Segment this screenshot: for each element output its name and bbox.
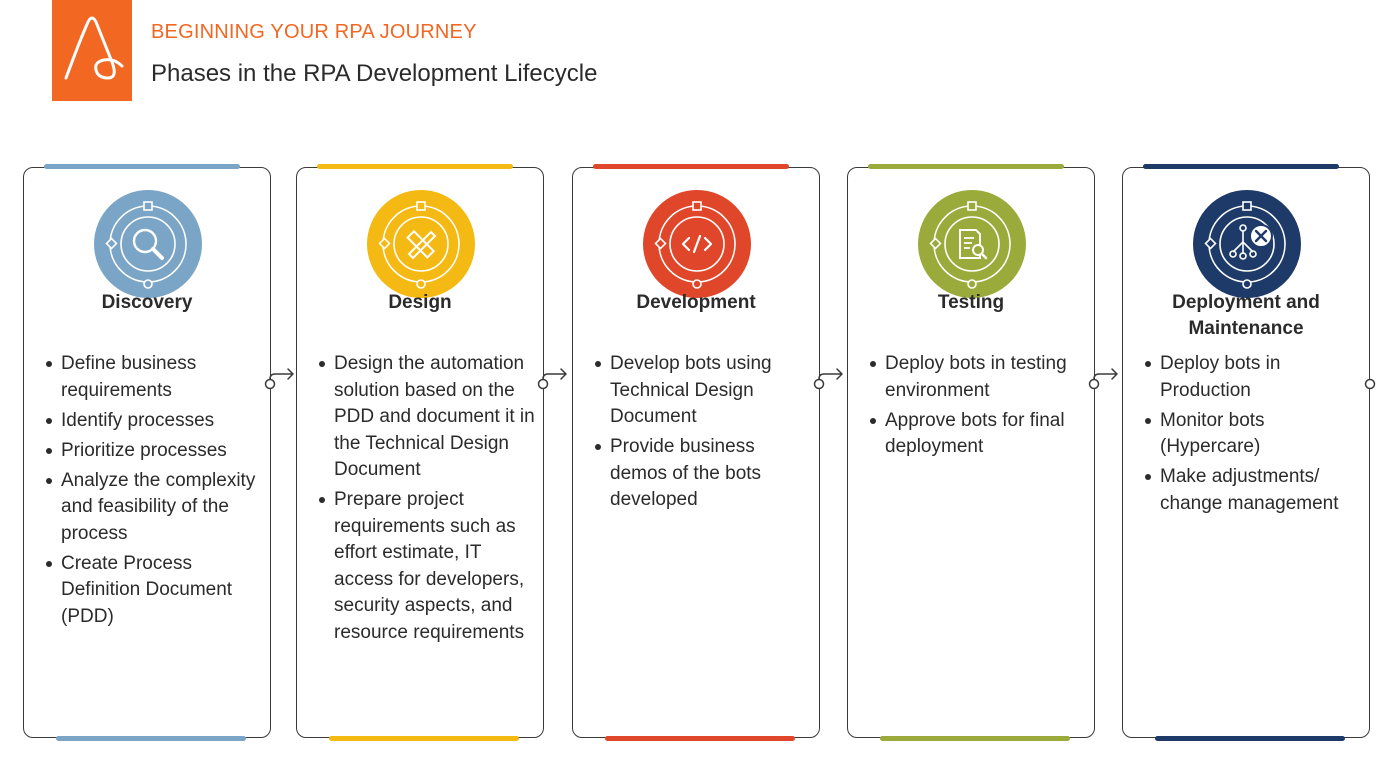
phase-badge <box>367 190 475 298</box>
document-search-icon <box>929 201 1011 289</box>
accent-bar-top <box>868 164 1064 169</box>
accent-bar-bottom <box>329 736 519 741</box>
connector-arrow <box>264 368 294 390</box>
phase-title: Testing <box>937 292 1005 313</box>
phase-card-discovery: Discovery Define business requirements I… <box>23 164 271 741</box>
phase-title: Development <box>636 292 756 313</box>
list-item: Provide business demos of the bots devel… <box>593 434 811 514</box>
accent-bar-top <box>317 164 513 169</box>
pencil-ruler-icon <box>378 201 460 289</box>
list-item: Monitor bots (Hypercare) <box>1143 408 1361 461</box>
phase-badge <box>1193 190 1301 298</box>
list-item: Approve bots for final deployment <box>868 408 1086 461</box>
a-logo-icon <box>64 16 124 80</box>
connector-arrow <box>813 368 843 390</box>
code-icon <box>654 201 736 289</box>
phase-card-deployment: Deployment and Maintenance Deploy bots i… <box>1122 164 1370 741</box>
accent-bar-bottom <box>56 736 246 741</box>
phase-title: Deployment and Maintenance <box>1172 292 1320 339</box>
list-item: Deploy bots in Production <box>1143 351 1361 404</box>
phase-item-list: Define business requirements Identify pr… <box>44 351 262 634</box>
phase-item-list: Deploy bots in testing environment Appro… <box>868 351 1086 464</box>
phase-card-design: Design Design the automation solution ba… <box>296 164 544 741</box>
magnifier-icon <box>105 201 187 289</box>
phase-title: Discovery <box>101 292 193 313</box>
accent-bar-bottom <box>605 736 795 741</box>
list-item: Design the automation solution based on … <box>317 351 535 484</box>
accent-bar-bottom <box>1155 736 1345 741</box>
list-item: Define business requirements <box>44 351 262 404</box>
phase-card-development: Development Develop bots using Technical… <box>572 164 820 741</box>
list-item: Identify processes <box>44 408 262 435</box>
tools-network-icon <box>1204 201 1286 289</box>
phase-title: Design <box>388 292 452 313</box>
phase-badge <box>94 190 202 298</box>
connector-arrow <box>1088 368 1118 390</box>
list-item: Prepare project requirements such as eff… <box>317 487 535 646</box>
phase-item-list: Develop bots using Technical Design Docu… <box>593 351 811 517</box>
brand-logo <box>52 0 132 101</box>
connector-arrow <box>537 368 567 390</box>
connector-end-node <box>1364 378 1376 390</box>
list-item: Create Process Definition Document (PDD) <box>44 551 262 631</box>
list-item: Prioritize processes <box>44 438 262 465</box>
accent-bar-top <box>1143 164 1339 169</box>
phase-badge <box>643 190 751 298</box>
phase-card-testing: Testing Deploy bots in testing environme… <box>847 164 1095 741</box>
page-title: Phases in the RPA Development Lifecycle <box>151 60 598 87</box>
phase-item-list: Design the automation solution based on … <box>317 351 535 650</box>
list-item: Make adjustments/ change management <box>1143 464 1361 517</box>
list-item: Analyze the complexity and feasibility o… <box>44 468 262 548</box>
accent-bar-top <box>593 164 789 169</box>
list-item: Develop bots using Technical Design Docu… <box>593 351 811 431</box>
phase-badge <box>918 190 1026 298</box>
accent-bar-top <box>44 164 240 169</box>
phase-item-list: Deploy bots in Production Monitor bots (… <box>1143 351 1361 521</box>
accent-bar-bottom <box>880 736 1070 741</box>
list-item: Deploy bots in testing environment <box>868 351 1086 404</box>
header-kicker: BEGINNING YOUR RPA JOURNEY <box>151 21 477 43</box>
